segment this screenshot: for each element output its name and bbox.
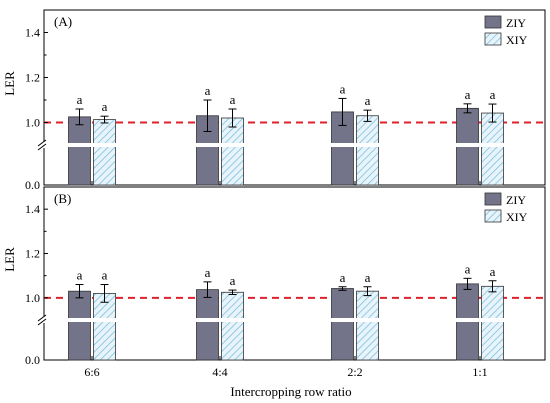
- y-tick-label: 1.4: [25, 26, 40, 40]
- y-tick-label: 0.0: [25, 353, 40, 367]
- bar-xiy-2: [356, 115, 379, 186]
- x-tick-label: 1:1: [472, 365, 487, 379]
- significance-letter: a: [365, 270, 371, 285]
- significance-letter: a: [230, 273, 236, 288]
- significance-letter: a: [465, 261, 471, 276]
- x-tick-label: 6:6: [84, 365, 99, 379]
- y-tick-label: 1.0: [25, 116, 40, 130]
- significance-letter: a: [102, 268, 108, 283]
- axis-break-mark: [37, 139, 47, 147]
- plot-frame: [43, 9, 546, 186]
- y-axis-title: LER: [2, 71, 17, 96]
- bar-ziy-1: [196, 289, 219, 361]
- plot-frame: [43, 186, 546, 361]
- legend-label-xiy: XIY: [506, 33, 528, 47]
- axis-break-band: [45, 143, 544, 147]
- y-tick-label: 0.0: [25, 178, 40, 192]
- panel-label: (A): [54, 14, 72, 29]
- significance-letter: a: [205, 265, 211, 280]
- axis-break-mark: [37, 143, 47, 151]
- y-tick-label: 1.4: [25, 202, 40, 216]
- significance-letter: a: [340, 81, 346, 96]
- bar-xiy-0: [93, 119, 116, 186]
- chart-panel-0: a a a a a a a a 0.0 1.0 1.2 1.4 LER (A) ZIY XIY: [2, 9, 546, 192]
- x-tick-label: 2:2: [347, 365, 362, 379]
- bar-xiy-1: [221, 291, 244, 361]
- axis-break-mark: [37, 314, 47, 322]
- bar-xiy-1: [221, 117, 244, 186]
- bar-ziy-0: [68, 116, 91, 186]
- legend-label-xiy: XIY: [506, 210, 528, 224]
- axis-break-mark: [37, 318, 47, 326]
- legend-swatch-xiy: [484, 209, 502, 223]
- significance-letter: a: [340, 270, 346, 285]
- bar-ziy-2: [331, 288, 354, 361]
- bar-xiy-3: [481, 285, 504, 361]
- chart-panel-1: a a a a a a a a 0.0 1.0 1.2 1.4 LER (B) ZIY XIY 6:6 4:4 2:…: [2, 186, 546, 379]
- significance-letter: a: [365, 93, 371, 108]
- bar-xiy-0: [93, 292, 116, 361]
- y-axis-title: LER: [2, 247, 17, 272]
- legend-label-ziy: ZIY: [506, 16, 526, 30]
- bar-xiy-3: [481, 112, 504, 186]
- legend-swatch-xiy: [484, 32, 502, 46]
- significance-letter: a: [490, 264, 496, 279]
- significance-letter: a: [465, 87, 471, 102]
- x-tick-label: 4:4: [212, 365, 227, 379]
- significance-letter: a: [77, 92, 83, 107]
- y-tick-label: 1.2: [25, 71, 40, 85]
- bar-ziy-0: [68, 290, 91, 361]
- significance-letter: a: [490, 87, 496, 102]
- panel-label: (B): [54, 191, 71, 206]
- x-axis-title: Intercropping row ratio: [230, 384, 351, 399]
- legend-label-ziy: ZIY: [506, 193, 526, 207]
- bar-xiy-2: [356, 290, 379, 361]
- axis-break-band: [45, 318, 544, 322]
- legend-swatch-ziy: [484, 192, 502, 206]
- legend-swatch-ziy: [484, 15, 502, 29]
- y-tick-label: 1.2: [25, 247, 40, 261]
- significance-letter: a: [77, 268, 83, 283]
- significance-letter: a: [230, 92, 236, 107]
- significance-letter: a: [205, 83, 211, 98]
- significance-letter: a: [102, 99, 108, 114]
- y-tick-label: 1.0: [25, 291, 40, 305]
